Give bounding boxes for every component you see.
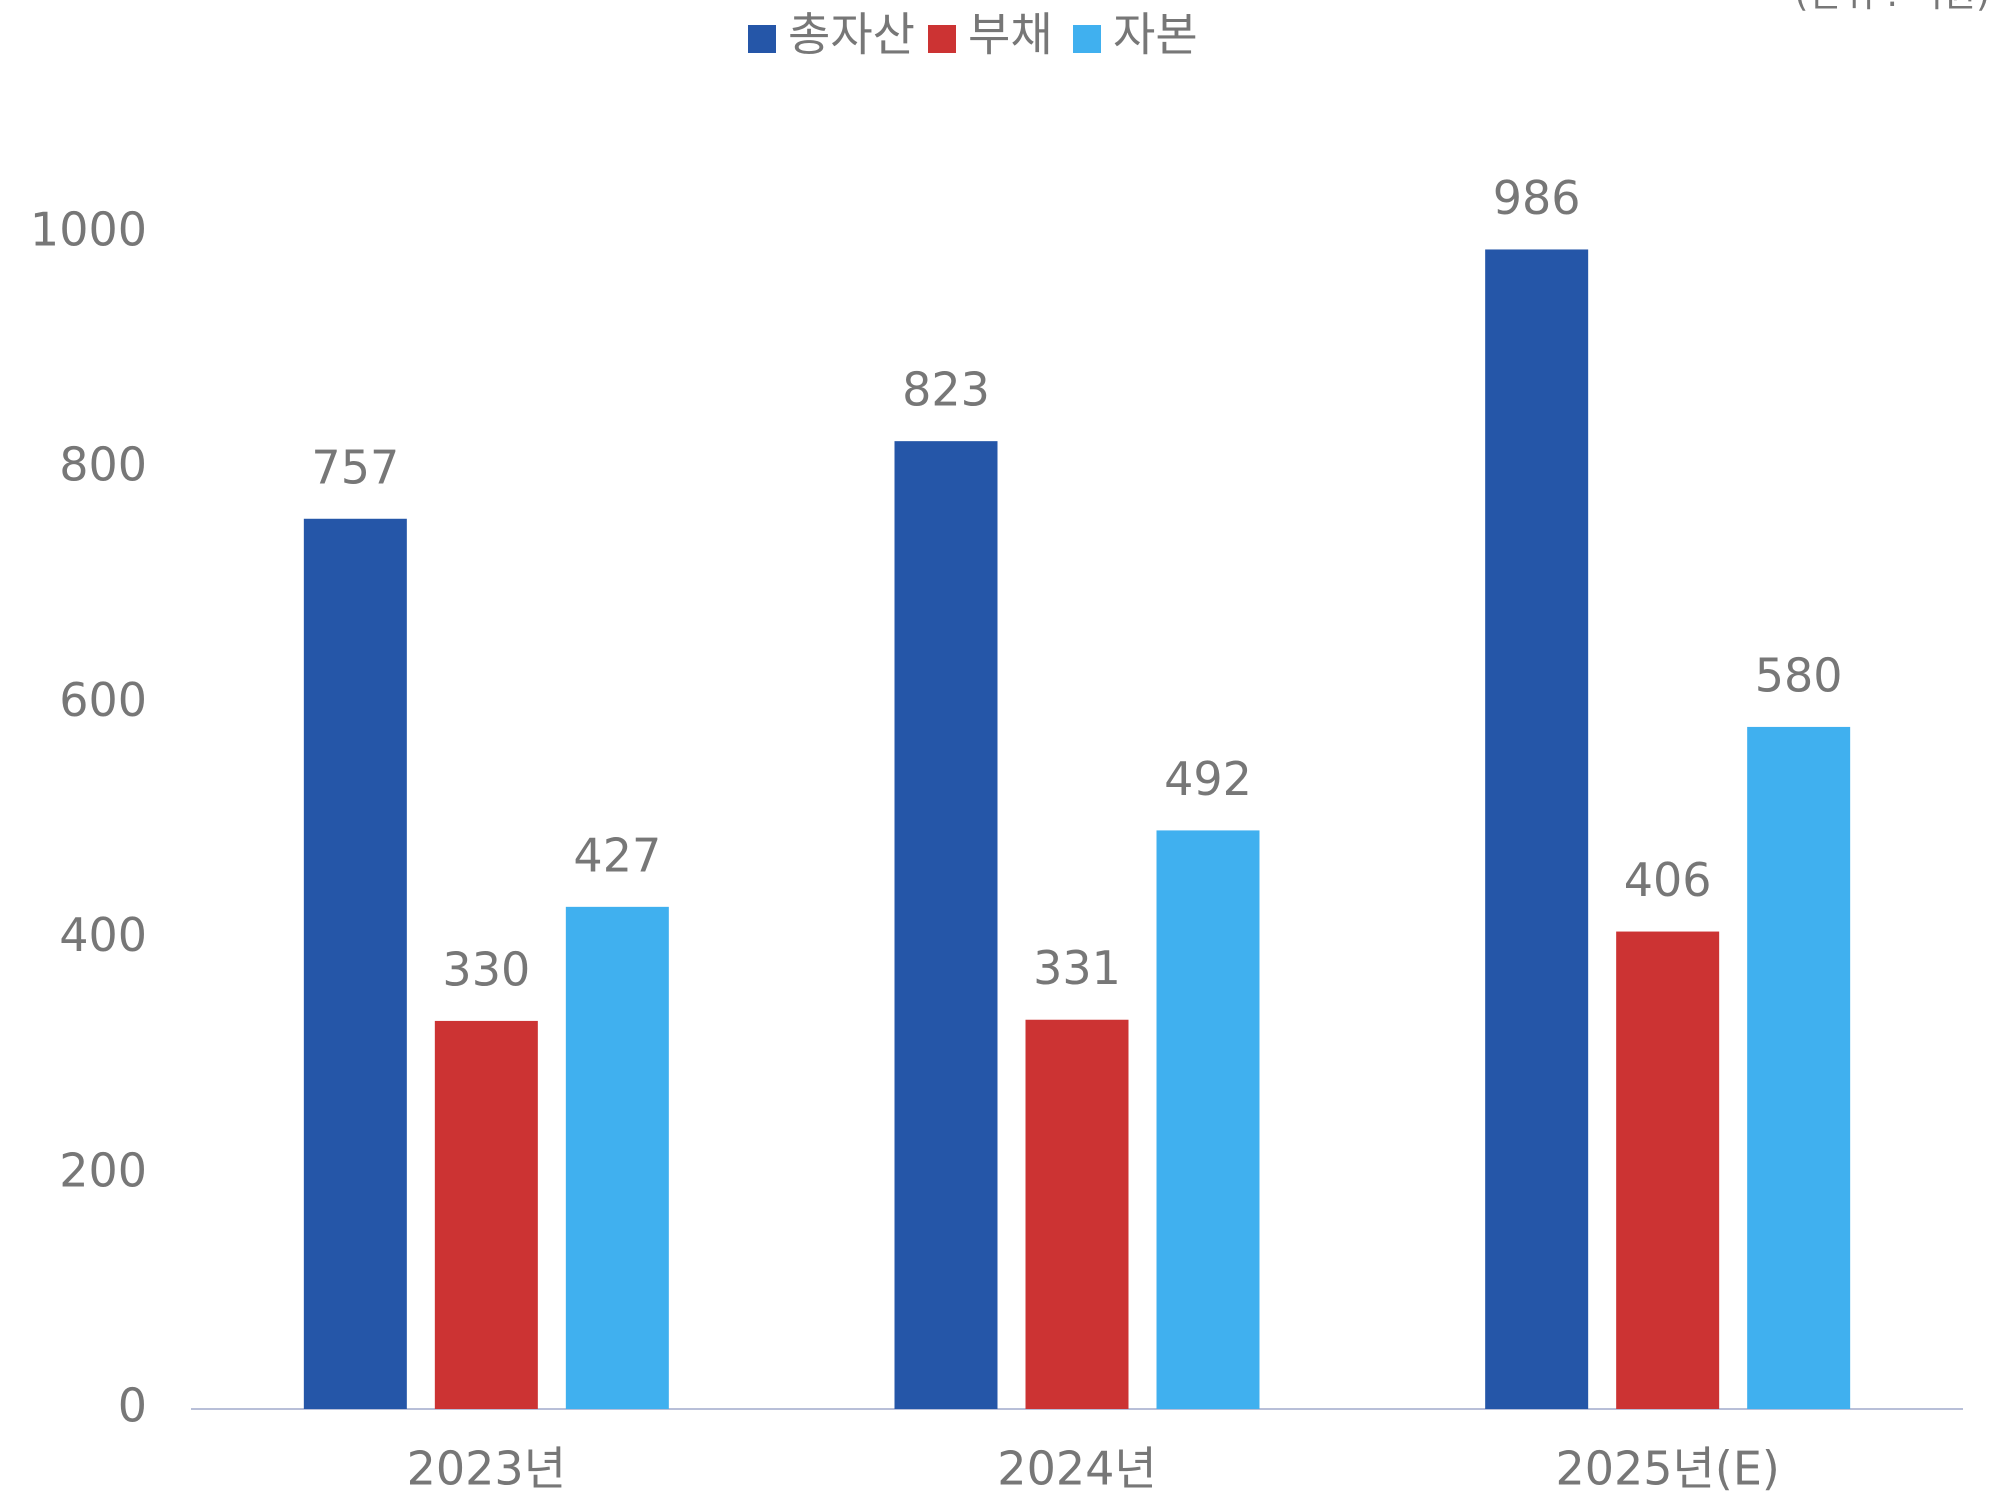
bar	[1485, 249, 1589, 1410]
y-tick-label: 800	[59, 438, 147, 492]
value-label: 580	[1755, 648, 1843, 702]
value-label: 757	[311, 440, 399, 494]
bar	[894, 441, 998, 1410]
x-tick-label: 2024년	[997, 1442, 1156, 1496]
bar	[1616, 931, 1720, 1409]
legend-label: 자본	[1113, 8, 1198, 62]
unit-note: (단위 : 억원)	[1794, 0, 1990, 15]
value-label: 492	[1164, 752, 1252, 806]
value-label: 330	[442, 942, 530, 996]
x-tick-label: 2023년	[407, 1442, 566, 1496]
legend-swatch	[928, 25, 956, 53]
bar	[1025, 1019, 1129, 1409]
x-tick-label: 2025년(E)	[1555, 1442, 1779, 1496]
y-tick-label: 0	[118, 1379, 147, 1433]
y-tick-label: 200	[59, 1143, 147, 1197]
y-tick-label: 400	[59, 908, 147, 962]
value-label: 331	[1033, 941, 1121, 995]
legend-label: 부채	[968, 8, 1053, 62]
y-tick-label: 1000	[30, 203, 147, 257]
legend-label: 총자산	[788, 8, 915, 62]
y-tick-label: 600	[59, 673, 147, 727]
value-label: 986	[1493, 171, 1581, 225]
bar	[434, 1020, 538, 1409]
bar	[1747, 726, 1851, 1409]
bar	[565, 906, 669, 1409]
value-label: 406	[1624, 853, 1712, 907]
legend-swatch	[1073, 25, 1101, 53]
value-label: 427	[573, 828, 661, 882]
bar	[1156, 830, 1260, 1409]
legend-swatch	[748, 25, 776, 53]
bar	[303, 518, 407, 1409]
value-label: 823	[902, 363, 990, 417]
